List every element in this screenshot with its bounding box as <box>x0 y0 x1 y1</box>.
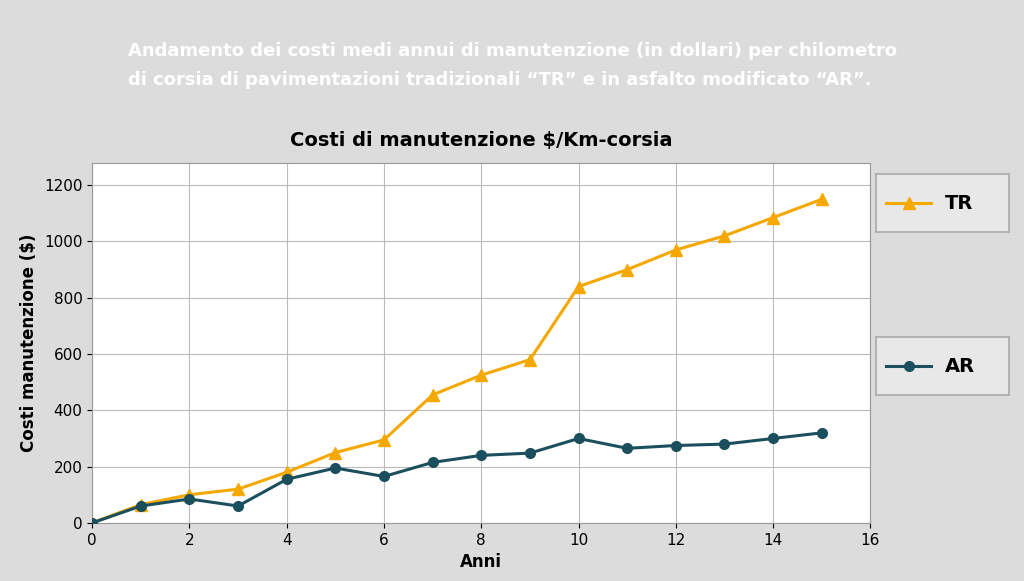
Y-axis label: Costi manutenzione ($): Costi manutenzione ($) <box>20 234 38 452</box>
X-axis label: Anni: Anni <box>460 553 503 571</box>
Text: TR: TR <box>945 194 973 213</box>
Title: Costi di manutenzione $/Km-corsia: Costi di manutenzione $/Km-corsia <box>290 131 673 150</box>
Text: Andamento dei costi medi annui di manutenzione (in dollari) per chilometro
di co: Andamento dei costi medi annui di manute… <box>128 42 896 89</box>
Text: AR: AR <box>945 357 975 375</box>
